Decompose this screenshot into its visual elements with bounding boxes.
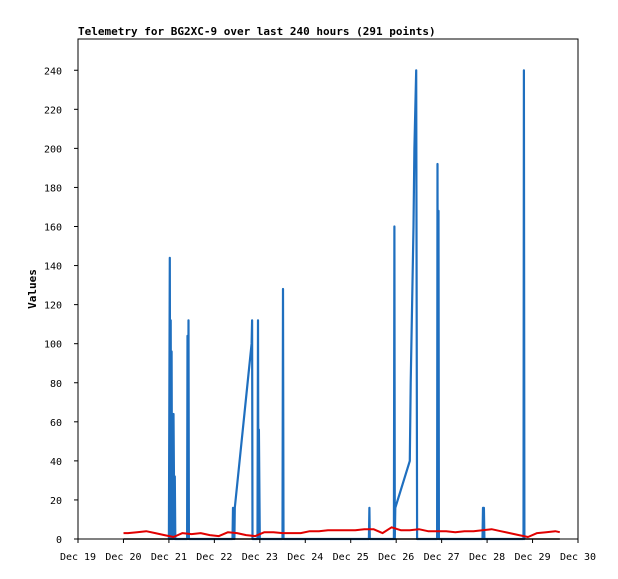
x-tick-label: Dec 29 xyxy=(514,552,550,563)
series-line-1 xyxy=(123,526,561,538)
x-tick-label: Dec 30 xyxy=(560,552,596,563)
y-tick-label: 240 xyxy=(44,66,62,77)
y-tick-label: 20 xyxy=(50,496,62,507)
x-tick-label: Dec 19 xyxy=(60,552,96,563)
x-tick-label: Dec 23 xyxy=(242,552,278,563)
x-tick-label: Dec 22 xyxy=(196,552,232,563)
x-tick-label: Dec 20 xyxy=(105,552,141,563)
x-tick-label: Dec 26 xyxy=(378,552,414,563)
y-tick-label: 160 xyxy=(44,223,62,234)
y-tick-label: 80 xyxy=(50,379,62,390)
y-tick-label: 40 xyxy=(50,457,62,468)
x-tick-label: Dec 25 xyxy=(333,552,369,563)
y-tick-label: 60 xyxy=(50,418,62,429)
plot-area xyxy=(77,38,579,540)
x-tick-label: Dec 24 xyxy=(287,552,323,563)
y-tick-label: 220 xyxy=(44,105,62,116)
chart-title: Telemetry for BG2XC-9 over last 240 hour… xyxy=(78,25,436,38)
y-tick-label: 140 xyxy=(44,262,62,273)
x-tick-label: Dec 28 xyxy=(469,552,505,563)
y-axis-label: Values xyxy=(26,269,39,309)
axes-layer: 0 20 40 60 80 100 120 140 160 180 200 220 240 Dec 19 D… xyxy=(44,66,596,563)
x-tick-label: Dec 21 xyxy=(151,552,187,563)
x-tick-label: Dec 27 xyxy=(424,552,460,563)
y-tick-label: 120 xyxy=(44,301,62,312)
y-tick-label: 200 xyxy=(44,144,62,155)
y-tick-label: 0 xyxy=(56,535,62,546)
y-tick-label: 180 xyxy=(44,183,62,194)
y-tick-label: 100 xyxy=(44,340,62,351)
